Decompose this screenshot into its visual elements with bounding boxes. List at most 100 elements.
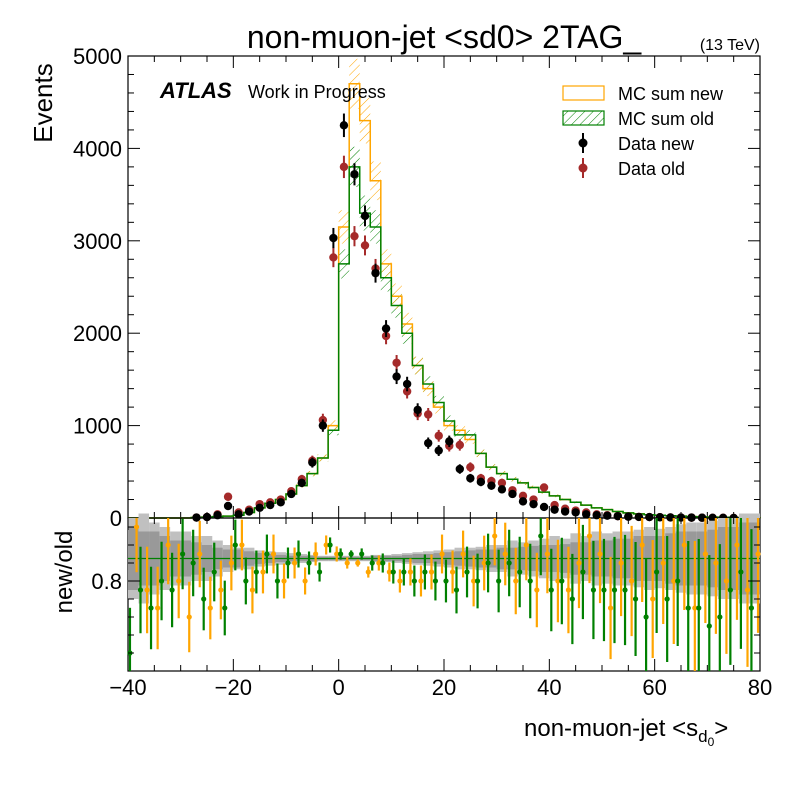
ratio-point-data xyxy=(344,557,350,569)
ratio-point-mc xyxy=(517,536,523,608)
ratio-point-data xyxy=(513,547,519,615)
legend-swatch-mc-old xyxy=(562,110,605,126)
ratio-point-mc xyxy=(243,557,249,605)
ratio-point-mc xyxy=(180,518,186,590)
data-new-point xyxy=(339,113,349,138)
ratio-point-data xyxy=(439,534,445,574)
data-new-point xyxy=(529,499,538,509)
data-new-point xyxy=(518,497,528,506)
ratio-point-data xyxy=(671,518,677,644)
data-old-point xyxy=(350,226,359,247)
data-old-point xyxy=(424,408,433,422)
x-tick-label: 20 xyxy=(432,675,456,700)
ratio-point-mc xyxy=(717,544,723,671)
ratio-point-data xyxy=(428,554,435,590)
ratio-point-mc xyxy=(190,529,196,597)
ratio-point-data xyxy=(723,518,730,654)
ratio-point-data xyxy=(386,562,392,582)
data-old-point xyxy=(339,155,349,179)
y-tick-label: 5000 xyxy=(73,44,122,69)
ratio-point-data xyxy=(270,534,277,574)
ratio-point-data xyxy=(176,543,182,619)
legend-label-data-new: Data new xyxy=(618,134,695,154)
ratio-point-data xyxy=(397,569,403,593)
data-new-point xyxy=(539,502,549,512)
ratio-point-mc xyxy=(485,533,491,593)
ratio-point-mc xyxy=(401,558,407,586)
data-new-point xyxy=(445,435,454,448)
x-tick-label: −20 xyxy=(215,675,252,700)
ratio-point-mc xyxy=(285,547,291,579)
ratio-point-data xyxy=(650,539,656,659)
ratio-point-data xyxy=(281,563,287,599)
main-axes: 0 1000 2000 3000 4000 5000 xyxy=(73,44,761,531)
legend-marker-data-old xyxy=(578,158,588,178)
ratio-point-mc xyxy=(211,542,217,602)
ratio-point-data xyxy=(418,565,424,597)
data-new-point xyxy=(276,498,285,507)
data-new-point xyxy=(550,505,559,514)
data-old-point xyxy=(392,355,401,371)
legend-label-data-old: Data old xyxy=(618,159,685,179)
ratio-point-mc xyxy=(622,534,628,646)
data-old-point xyxy=(466,462,475,473)
ratio-point-data xyxy=(502,522,508,586)
ratio-point-data xyxy=(681,518,687,610)
ratio-point-data xyxy=(692,541,698,671)
data-new-point xyxy=(381,320,391,338)
ratio-point-mc xyxy=(738,518,744,649)
ratio-point-data xyxy=(186,581,192,653)
ratio-point-data xyxy=(597,518,603,604)
ratio-point-data xyxy=(260,550,266,594)
data-new-point xyxy=(582,510,591,519)
ratio-point-data xyxy=(144,546,150,634)
ratio-point-mc xyxy=(422,554,428,590)
data-old-point xyxy=(434,429,443,442)
data-new-point xyxy=(508,489,517,499)
ratio-point-data xyxy=(629,525,635,637)
main-plot-area xyxy=(128,58,761,523)
ratio-point-mc xyxy=(348,550,354,558)
ratio-point-data xyxy=(334,546,340,562)
ratio-point-mc xyxy=(464,546,470,598)
ratio-point-mc xyxy=(496,549,502,613)
ratio-point-data xyxy=(534,552,540,628)
ratio-point-mc xyxy=(675,518,681,646)
data-new-point xyxy=(360,205,370,227)
ratio-point-data xyxy=(323,535,329,555)
data-new-point xyxy=(318,419,328,432)
data-new-point xyxy=(234,510,243,519)
ratio-point-data xyxy=(460,530,466,578)
y-tick-label: 1000 xyxy=(73,414,122,439)
data-new-point xyxy=(603,511,612,520)
ratio-point-mc xyxy=(632,541,639,657)
data-old-point xyxy=(539,483,549,492)
ratio-point-data xyxy=(291,547,298,579)
ratio-point-mc xyxy=(611,536,618,644)
ratio-point-data xyxy=(239,519,245,571)
ratio-point-mc xyxy=(727,518,733,665)
ratio-point-data xyxy=(155,566,161,650)
ratio-axes: 0.8 −40 −20 0 20 40 60 80 xyxy=(91,518,772,700)
y-tick-label: 3000 xyxy=(73,229,122,254)
x-tick-label: 40 xyxy=(537,675,561,700)
atlas-sublabel: Work in Progress xyxy=(248,82,386,102)
data-old-point xyxy=(223,492,233,501)
ratio-point-mc xyxy=(264,534,270,574)
ratio-point-data xyxy=(702,518,708,623)
data-new-point xyxy=(350,163,359,186)
ratio-point-mc xyxy=(369,555,375,571)
data-old-point xyxy=(455,439,464,451)
chart-title: non-muon-jet <sd0> 2TAG_ xyxy=(247,19,643,55)
ratio-point-mc xyxy=(559,537,565,625)
y-tick-label: 4000 xyxy=(73,136,122,161)
ratio-point-data xyxy=(734,518,740,620)
ratio-point-data xyxy=(523,518,529,581)
data-old-point xyxy=(329,247,338,268)
ratio-point-data xyxy=(565,546,572,634)
x-tick-label: 0 xyxy=(333,675,345,700)
ratio-point-mc xyxy=(548,548,554,632)
ratio-point-mc xyxy=(664,536,670,662)
y-tick-label: 0 xyxy=(110,506,122,531)
